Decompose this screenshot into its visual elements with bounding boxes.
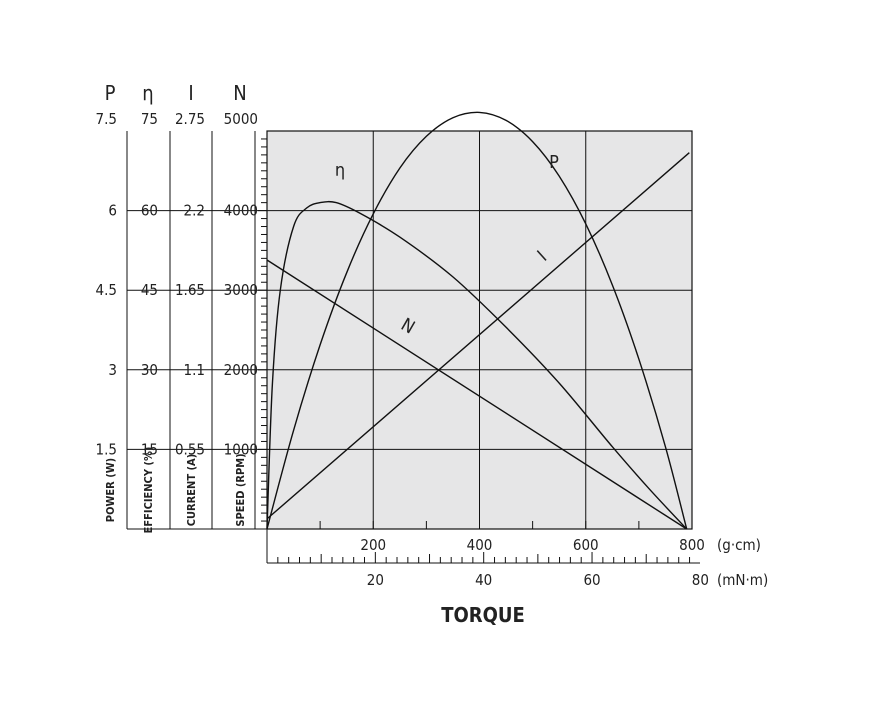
axis-top-value: 7.5 [96,110,117,128]
series-label: η [335,160,345,181]
mnm-tick-label: 40 [475,571,492,589]
series-line-efficiency [266,200,688,530]
axis-tick-label: 1000 [224,440,258,458]
axis-tick-label: 3000 [224,281,258,299]
axis-symbol: P [105,81,116,105]
axis-name-label: EFFICIENCY (%) [142,447,155,534]
axis-tick-label: 45 [141,281,158,299]
axis-tick-label: 4.5 [96,281,117,299]
gcm-tick-label: 800 [679,536,705,554]
axis-tick-label: 6 [108,202,117,220]
gcm-unit-label: (g·cm) [717,536,761,554]
axis-symbol: I [188,81,193,105]
axis-tick-label: 1.5 [96,440,117,458]
mnm-tick-label: 80 [692,571,709,589]
axis-name-label: SPEED (RPM) [234,453,247,526]
axis-tick-label: 0.55 [175,440,205,458]
gcm-tick-label: 600 [573,536,599,554]
axis-tick-label: 2000 [224,361,258,379]
mnm-unit-label: (mN·m) [717,571,768,589]
tick-marks [258,138,693,563]
axis-tick-label: 30 [141,361,158,379]
series-lines [266,111,690,530]
axis-name-label: POWER (W) [104,458,117,522]
axis-tick-label: 2.2 [184,202,205,220]
axis-top-value: 75 [141,110,158,128]
axis-tick-label: 60 [141,202,158,220]
axis-name-label: CURRENT (A) [185,454,198,526]
x-axis-title: TORQUE [441,603,525,627]
axis-tick-label: 1.1 [184,361,205,379]
axis-top-value: 2.75 [175,110,205,128]
axis-symbol: η [142,81,153,105]
gcm-tick-label: 400 [467,536,493,554]
axis-tick-label: 15 [141,440,158,458]
axis-tick-label: 4000 [224,202,258,220]
series-line-power [266,111,688,530]
mnm-tick-label: 60 [583,571,600,589]
axis-tick-label: 3 [108,361,117,379]
series-line-speed [266,259,688,530]
axis-tick-label: 1.65 [175,281,205,299]
axis-symbol: N [233,81,246,105]
axis-top-value: 5000 [224,110,258,128]
mnm-tick-label: 20 [367,571,384,589]
plot-area [267,131,692,529]
gcm-tick-label: 200 [360,536,386,554]
series-label: P [549,152,559,173]
series-line-current [266,152,690,520]
